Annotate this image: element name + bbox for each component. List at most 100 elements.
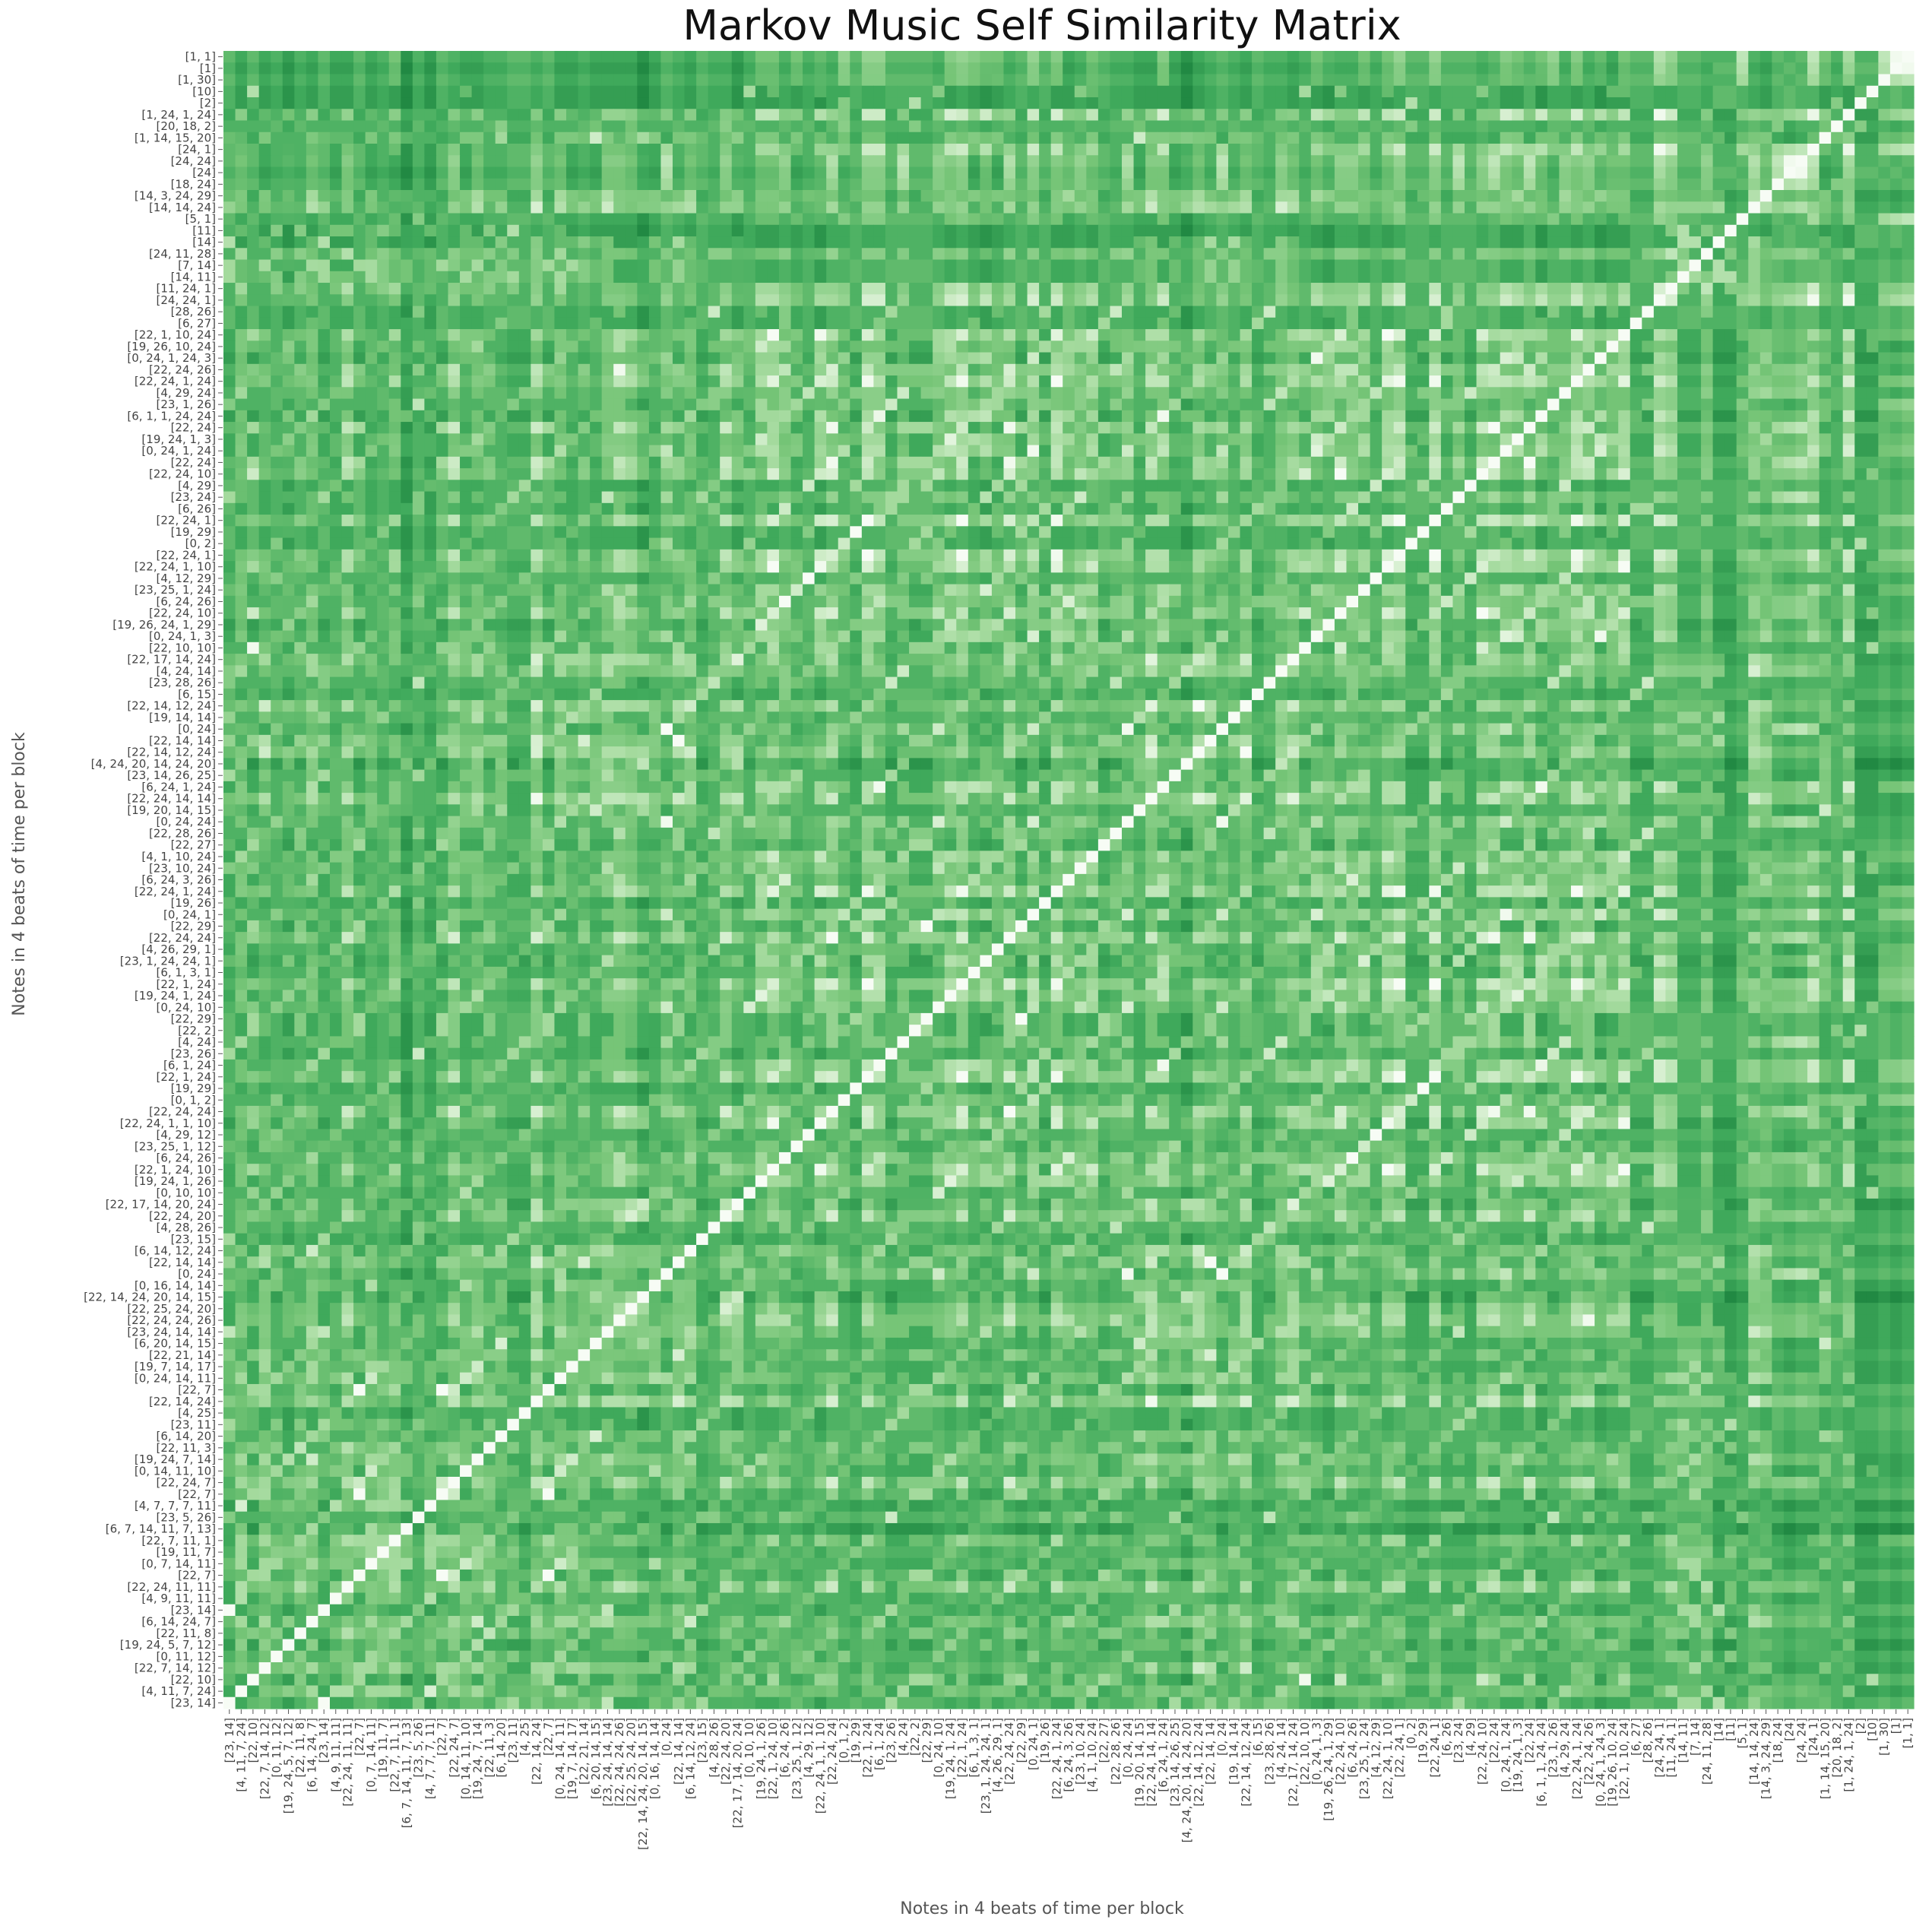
heatmap-cell bbox=[1310, 51, 1323, 63]
heatmap-cell bbox=[1759, 190, 1772, 202]
heatmap-cell bbox=[790, 341, 803, 353]
heatmap-cell bbox=[1748, 131, 1761, 144]
heatmap-cell bbox=[1606, 85, 1619, 98]
heatmap-cell bbox=[873, 363, 886, 376]
heatmap-cell bbox=[1452, 213, 1465, 226]
heatmap-cell bbox=[956, 283, 969, 295]
heatmap-cell bbox=[247, 398, 260, 411]
heatmap-cell bbox=[1476, 109, 1489, 122]
heatmap-cell bbox=[1050, 363, 1063, 376]
heatmap-cell bbox=[1701, 190, 1714, 202]
heatmap-cell bbox=[1192, 85, 1205, 98]
heatmap-cell bbox=[767, 271, 780, 284]
heatmap-cell bbox=[980, 248, 993, 261]
heatmap-cell bbox=[625, 51, 638, 63]
heatmap-cell bbox=[1310, 236, 1323, 249]
heatmap-cell bbox=[1252, 155, 1265, 168]
heatmap-cell bbox=[388, 283, 401, 295]
heatmap-cell bbox=[637, 224, 650, 237]
heatmap-cell bbox=[412, 97, 425, 109]
heatmap-cell bbox=[1665, 387, 1678, 400]
heatmap-cell bbox=[1819, 213, 1832, 226]
heatmap-cell bbox=[271, 317, 283, 330]
heatmap-cell bbox=[329, 166, 343, 179]
heatmap-cell bbox=[1736, 85, 1749, 98]
heatmap-cell bbox=[1145, 433, 1158, 446]
heatmap-cell bbox=[1015, 306, 1028, 318]
heatmap-cell bbox=[1689, 306, 1702, 318]
heatmap-cell bbox=[1582, 109, 1595, 122]
heatmap-cell bbox=[1097, 387, 1111, 400]
heatmap-cell bbox=[554, 74, 567, 87]
heatmap-cell bbox=[1807, 166, 1820, 179]
heatmap-cell bbox=[601, 85, 614, 98]
heatmap-cell bbox=[1110, 62, 1123, 75]
heatmap-cell bbox=[1582, 398, 1595, 411]
heatmap-cell bbox=[1689, 317, 1702, 330]
heatmap-cell bbox=[1772, 62, 1785, 75]
heatmap-cell bbox=[1452, 433, 1465, 446]
heatmap-cell bbox=[790, 109, 803, 122]
heatmap-cell bbox=[660, 445, 673, 458]
heatmap-cell bbox=[329, 306, 343, 318]
heatmap-cell bbox=[648, 97, 662, 109]
heatmap-cell bbox=[471, 201, 484, 214]
heatmap-cell bbox=[1252, 352, 1265, 365]
heatmap-cell bbox=[1157, 259, 1170, 272]
heatmap-cell bbox=[885, 445, 898, 458]
heatmap-cell bbox=[294, 294, 307, 307]
heatmap-cell bbox=[980, 306, 993, 318]
heatmap-cell bbox=[1393, 433, 1406, 446]
heatmap-cell bbox=[1358, 375, 1371, 388]
heatmap-cell bbox=[1358, 341, 1371, 353]
heatmap-cell bbox=[1523, 363, 1536, 376]
heatmap-cell bbox=[566, 375, 579, 388]
heatmap-cell bbox=[271, 387, 283, 400]
heatmap-cell bbox=[684, 248, 697, 261]
heatmap-cell bbox=[885, 85, 898, 98]
heatmap-cell bbox=[247, 74, 260, 87]
heatmap-cell bbox=[885, 109, 898, 122]
heatmap-cell bbox=[1310, 213, 1323, 226]
heatmap-cell bbox=[944, 375, 957, 388]
heatmap-cell bbox=[920, 178, 933, 191]
heatmap-cell bbox=[861, 294, 874, 307]
heatmap-cell bbox=[590, 387, 603, 400]
heatmap-cell bbox=[933, 190, 945, 202]
heatmap-cell bbox=[1795, 283, 1808, 295]
heatmap-cell bbox=[1500, 259, 1512, 272]
heatmap-cell bbox=[542, 329, 556, 341]
heatmap-cell bbox=[803, 109, 816, 122]
heatmap-cell bbox=[1665, 74, 1678, 87]
heatmap-cell bbox=[613, 190, 626, 202]
heatmap-cell bbox=[1252, 166, 1265, 179]
heatmap-cell bbox=[1299, 387, 1312, 400]
heatmap-cell bbox=[1902, 306, 1915, 318]
heatmap-cell bbox=[1465, 120, 1478, 133]
heatmap-cell bbox=[873, 317, 886, 330]
heatmap-cell bbox=[1725, 62, 1737, 75]
heatmap-cell bbox=[424, 271, 437, 284]
heatmap-cell bbox=[956, 74, 969, 87]
heatmap-cell bbox=[873, 236, 886, 249]
heatmap-cell bbox=[1618, 387, 1631, 400]
heatmap-cell bbox=[377, 178, 390, 191]
heatmap-cell bbox=[271, 109, 283, 122]
heatmap-cell bbox=[1110, 329, 1123, 341]
heatmap-cell bbox=[1086, 422, 1099, 434]
heatmap-cell bbox=[767, 166, 780, 179]
heatmap-cell bbox=[1712, 166, 1725, 179]
heatmap-cell bbox=[1854, 271, 1867, 284]
heatmap-cell bbox=[435, 294, 449, 307]
heatmap-cell bbox=[1252, 259, 1265, 272]
heatmap-cell bbox=[377, 190, 390, 202]
heatmap-cell bbox=[1039, 131, 1052, 144]
heatmap-cell bbox=[1405, 352, 1418, 365]
heatmap-cell bbox=[1712, 259, 1725, 272]
heatmap-cell bbox=[1003, 120, 1016, 133]
heatmap-cell bbox=[850, 387, 863, 400]
heatmap-cell bbox=[471, 74, 484, 87]
heatmap-cell bbox=[873, 445, 886, 458]
heatmap-cell bbox=[223, 201, 236, 214]
heatmap-cell bbox=[826, 166, 839, 179]
